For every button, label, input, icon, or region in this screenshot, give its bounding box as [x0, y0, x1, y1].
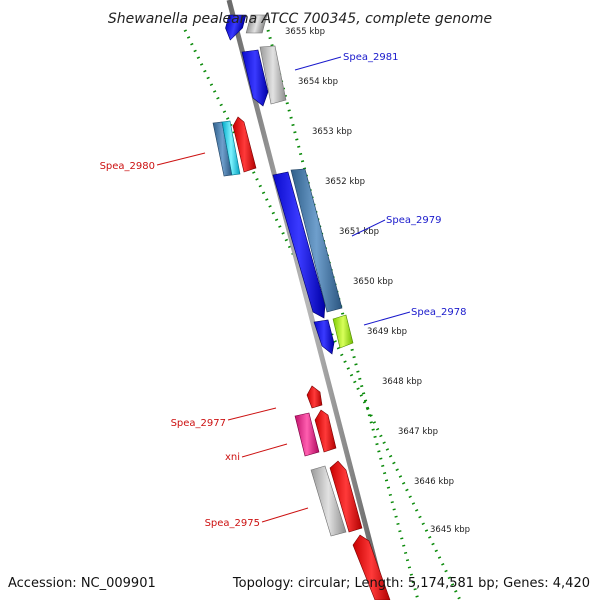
tick-label: 3653 kbp	[312, 127, 352, 137]
tick-label: 3654 kbp	[298, 77, 338, 87]
gene-feature-spea-2977[interactable]	[314, 409, 337, 453]
gene-feature-spea-2978-lime[interactable]	[332, 314, 354, 349]
gene-feature-spea-2975-red[interactable]	[329, 460, 363, 533]
inner-ruler-line	[266, 29, 420, 600]
gene-feature-spea-2975-gray[interactable]	[310, 465, 347, 537]
leader-spea-2979	[351, 219, 386, 237]
gene-feature-red-small[interactable]	[306, 385, 323, 409]
tick-labels: 3655 kbp 3654 kbp 3653 kbp 3652 kbp 3651…	[285, 27, 470, 535]
gene-feature-spea-2981-gray[interactable]	[259, 45, 287, 105]
gene-label-spea-2981: Spea_2981	[343, 52, 398, 63]
gene-feature-spea-2979-blue[interactable]	[272, 171, 326, 319]
gene-label-xni: xni	[225, 452, 240, 463]
gene-label-spea-2979: Spea_2979	[386, 215, 441, 226]
tick-label: 3648 kbp	[382, 377, 422, 387]
tick-label: 3655 kbp	[285, 27, 325, 37]
gene-label-spea-2978: Spea_2978	[411, 307, 466, 318]
gene-feature-spea-2981-blue[interactable]	[241, 49, 269, 107]
gene-feature-spea-2978-blue[interactable]	[313, 319, 335, 355]
gene-feature-gray-top[interactable]	[245, 14, 268, 34]
tick-label: 3650 kbp	[353, 277, 393, 287]
leader-spea-2980	[156, 152, 206, 166]
tick-label: 3652 kbp	[325, 177, 365, 187]
leader-xni	[241, 443, 288, 458]
map-title: Shewanella pealeana ATCC 700345, complet…	[108, 11, 492, 27]
gene-feature-red-bottom[interactable]	[352, 534, 391, 600]
gene-feature-spea-2980-red[interactable]	[232, 116, 257, 173]
tick-label: 3649 kbp	[367, 327, 407, 337]
leader-spea-2981	[294, 56, 342, 71]
tick-label: 3651 kbp	[339, 227, 379, 237]
tick-label: 3645 kbp	[430, 525, 470, 535]
leader-spea-2975	[261, 507, 309, 523]
topology-summary-text: Topology: circular; Length: 5,174,581 bp…	[232, 576, 590, 591]
tick-label: 3646 kbp	[414, 477, 454, 487]
accession-text: Accession: NC_009901	[8, 576, 156, 591]
leader-spea-2977	[227, 407, 277, 421]
leader-spea-2978	[363, 311, 411, 326]
gene-feature-spea-2979-steel[interactable]	[290, 168, 343, 313]
gene-label-spea-2975: Spea_2975	[205, 518, 260, 529]
gene-feature-spea-2980-cyan[interactable]	[221, 120, 241, 176]
chromosome-backbone	[226, 0, 388, 600]
gene-label-spea-2977: Spea_2977	[171, 418, 226, 429]
tick-label: 3647 kbp	[398, 427, 438, 437]
gene-label-spea-2980: Spea_2980	[100, 161, 155, 172]
gene-feature-spea-2982-top[interactable]	[222, 14, 247, 41]
gene-feature-xni[interactable]	[294, 412, 320, 457]
